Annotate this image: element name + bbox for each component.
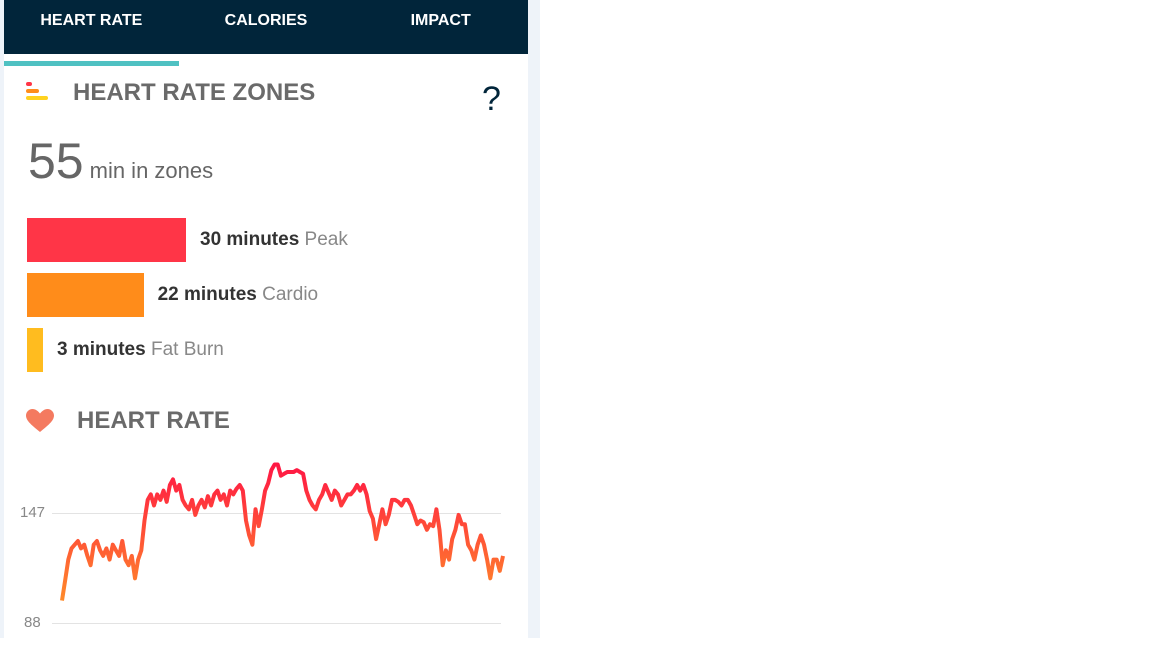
heart-rate-chart [60,462,505,601]
zone-bar-peak [27,218,186,262]
tab-calories[interactable]: CALORIES [224,12,308,29]
zone-name: Fat Burn [150,339,224,360]
y-tick-88: 88 [24,614,41,631]
total-unit: min in zones [89,158,214,183]
heart-rate-line [60,462,505,601]
y-tick-147: 147 [20,504,46,521]
tab-heart-rate[interactable]: HEART RATE [4,0,179,66]
zone-bar-fat-burn [27,328,43,372]
zone-name: Peak [304,229,348,250]
help-button[interactable]: ? [482,80,501,118]
app-frame: HEART RATE CALORIES IMPACT HEART RATE ZO… [0,0,540,638]
zone-minutes: 22 minutes [157,284,257,305]
total-minutes: 55 min in zones [28,132,213,190]
tab-impact[interactable]: IMPACT [410,12,471,29]
heart-icon [26,409,54,432]
gridline-88 [52,623,501,624]
zone-name: Cardio [262,284,319,305]
zones-icon [26,82,48,100]
zone-minutes: 30 minutes [200,229,300,250]
zone-minutes: 3 minutes [57,339,146,360]
zone-label: 3 minutes Fat Burn [57,328,224,372]
zones-title: HEART RATE ZONES [73,79,316,106]
gridline-147 [52,513,501,514]
heart-rate-title: HEART RATE [77,407,230,434]
zone-label: 22 minutes Cardio [158,273,319,317]
total-value: 55 [28,133,84,189]
zone-label: 30 minutes Peak [200,218,348,262]
zone-bar-cardio [27,273,144,317]
tab-bar: HEART RATE CALORIES IMPACT [4,0,528,66]
heart-rate-panel: HEART RATE CALORIES IMPACT HEART RATE ZO… [4,0,528,638]
